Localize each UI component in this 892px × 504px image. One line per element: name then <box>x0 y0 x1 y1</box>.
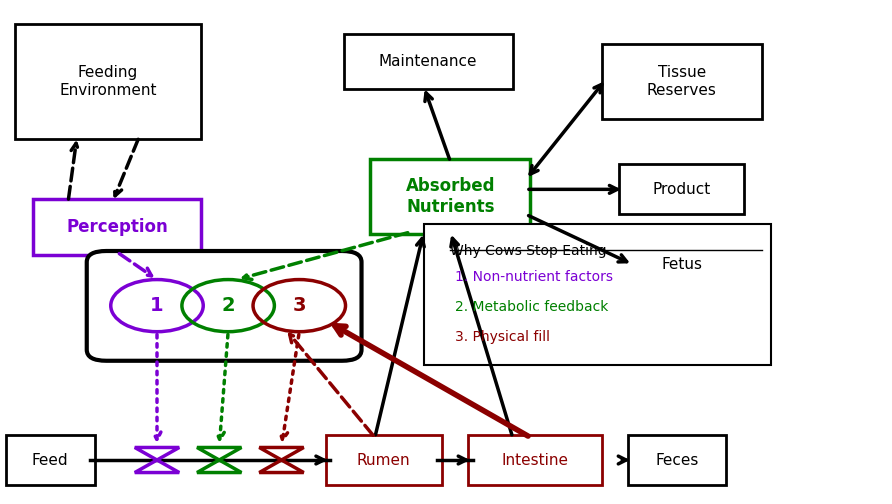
FancyBboxPatch shape <box>424 224 771 365</box>
Text: 3: 3 <box>293 296 306 315</box>
Text: Maintenance: Maintenance <box>379 54 477 69</box>
Text: Feeding
Environment: Feeding Environment <box>60 66 157 98</box>
Text: 2. Metabolic feedback: 2. Metabolic feedback <box>455 299 608 313</box>
FancyBboxPatch shape <box>628 239 735 290</box>
Text: Perception: Perception <box>66 218 168 236</box>
Text: 2: 2 <box>221 296 235 315</box>
Text: Feed: Feed <box>32 453 69 468</box>
Text: Rumen: Rumen <box>357 453 410 468</box>
FancyBboxPatch shape <box>6 435 95 485</box>
Text: Feces: Feces <box>656 453 699 468</box>
FancyBboxPatch shape <box>601 44 762 119</box>
FancyBboxPatch shape <box>32 200 202 255</box>
Text: 1: 1 <box>150 296 164 315</box>
Text: Absorbed
Nutrients: Absorbed Nutrients <box>406 177 495 216</box>
Text: 3. Physical fill: 3. Physical fill <box>455 330 549 344</box>
Text: Product: Product <box>653 182 711 197</box>
Text: Intestine: Intestine <box>501 453 568 468</box>
FancyBboxPatch shape <box>468 435 601 485</box>
Text: Why Cows Stop Eating: Why Cows Stop Eating <box>450 244 607 259</box>
FancyBboxPatch shape <box>628 435 726 485</box>
Text: 1. Non-nutrient factors: 1. Non-nutrient factors <box>455 270 613 284</box>
FancyBboxPatch shape <box>370 159 531 234</box>
FancyBboxPatch shape <box>326 435 442 485</box>
FancyBboxPatch shape <box>619 164 744 214</box>
Text: Fetus: Fetus <box>661 257 702 272</box>
FancyBboxPatch shape <box>343 34 513 89</box>
Text: Tissue
Reserves: Tissue Reserves <box>647 66 716 98</box>
FancyBboxPatch shape <box>87 251 361 361</box>
FancyBboxPatch shape <box>15 24 202 139</box>
